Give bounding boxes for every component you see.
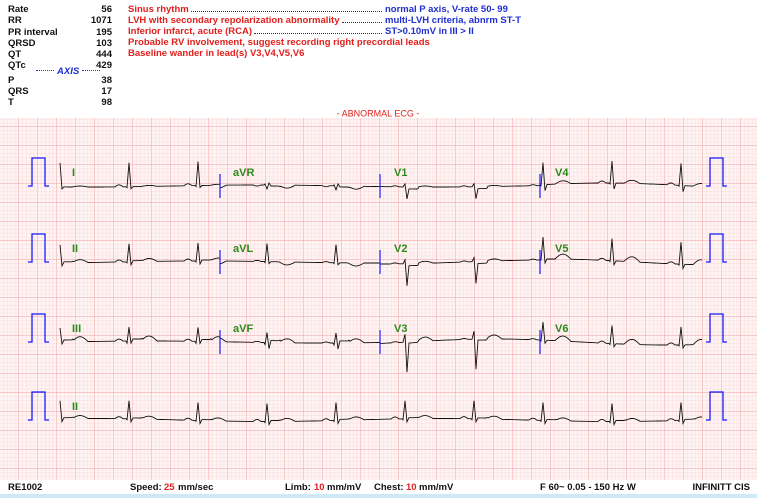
lead-label: aVF (233, 323, 253, 335)
axis-value: 98 (101, 97, 112, 108)
banner: - ABNORMAL ECG - (337, 108, 420, 118)
lead-label: II (72, 243, 78, 255)
ecg-trace (59, 242, 221, 268)
ecg-trace (539, 322, 702, 350)
footer-text: 10 (314, 482, 325, 493)
lead-label: V6 (555, 323, 568, 335)
measure-value: 195 (96, 27, 112, 38)
dots (36, 70, 54, 71)
calibration-pulse (706, 391, 727, 421)
calibration-pulse (706, 157, 727, 187)
measure-value: 1071 (90, 15, 112, 26)
measure-label: QTc (8, 60, 26, 71)
measure-label: Rate (8, 4, 29, 15)
ecg-trace (380, 182, 540, 199)
leader-dots (190, 10, 382, 12)
footer-text: Chest: (374, 482, 404, 493)
dots (82, 70, 101, 71)
leader-dots (341, 21, 382, 23)
footer-text: 10 (406, 482, 417, 493)
interpretation: Inferior infarct, acute (RCA) ST>0.10mV i… (128, 26, 474, 37)
ecg-trace (219, 181, 380, 192)
ecg-trace (219, 332, 380, 350)
ecg-trace (219, 243, 380, 267)
measure-label: PR interval (8, 27, 58, 38)
detail: ST>0.10mV in III > II (385, 26, 474, 37)
calibration-pulse (706, 233, 727, 263)
measure-value: 444 (96, 49, 112, 60)
interpretation: LVH with secondary repolarization abnorm… (128, 15, 521, 26)
statement: Inferior infarct, acute (RCA) (128, 26, 253, 37)
axis-label: QRS (8, 86, 29, 97)
axis-value: 17 (101, 86, 112, 97)
footer-text: mm/mV (327, 482, 362, 493)
lead-label: V3 (394, 323, 407, 335)
ecg-trace (59, 400, 703, 427)
lead-label: I (72, 167, 75, 179)
axis-label: P (8, 75, 15, 86)
ecg-trace (380, 255, 540, 286)
axis-title: AXIS (36, 66, 101, 77)
axis-label: T (8, 97, 14, 108)
footer-text: RE1002 (8, 482, 43, 493)
ecg-trace (59, 327, 221, 346)
ecg-trace (539, 160, 703, 192)
detail: multi-LVH criteria, abnrm ST-T (385, 15, 522, 26)
lead-label: V2 (394, 243, 407, 255)
lead-label: II (72, 401, 78, 413)
statement: Baseline wander in lead(s) V3,V4,V5,V6 (128, 48, 305, 59)
calibration-pulse (28, 313, 49, 343)
footer-text: mm/mV (419, 482, 454, 493)
lead-label: aVR (233, 167, 254, 179)
statement: Sinus rhythm (128, 4, 189, 15)
footer-text: F 60~ 0.05 - 150 Hz W (540, 482, 636, 493)
measure-value: 56 (101, 4, 112, 15)
measure-value: 429 (96, 60, 112, 71)
statement: LVH with secondary repolarization abnorm… (128, 15, 340, 26)
lead-label: V4 (555, 167, 569, 179)
footer-text: 25 (164, 482, 175, 493)
ecg-trace (379, 331, 541, 373)
calibration-pulse (28, 233, 49, 263)
lead-label: V1 (394, 167, 407, 179)
detail: normal P axis, V-rate 50- 99 (385, 4, 508, 15)
measure-label: QT (8, 49, 22, 60)
grid (0, 118, 757, 480)
measure-label: RR (8, 15, 22, 26)
statement: Probable RV involvement, suggest recordi… (128, 37, 430, 48)
measure-label: QRSD (8, 38, 36, 49)
interpretation: Baseline wander in lead(s) V3,V4,V5,V6 (128, 48, 526, 59)
lead-label: V5 (555, 243, 568, 255)
leader-dots (254, 32, 382, 34)
footer-text: Speed: (130, 482, 162, 493)
measure-value: 103 (96, 38, 112, 49)
lead-label: aVL (233, 243, 253, 255)
axis-value: 38 (101, 75, 112, 86)
calibration-pulse (28, 157, 49, 187)
ecg-trace (59, 161, 220, 190)
calibration-pulse (28, 391, 49, 421)
axis-title-text: AXIS (57, 66, 80, 77)
lead-label: III (72, 323, 81, 335)
footer-text: Limb: (285, 482, 311, 493)
calibration-pulse (706, 313, 727, 343)
ecg-trace (539, 236, 703, 270)
bottom-bar (0, 494, 757, 498)
interpretation: Sinus rhythm normal P axis, V-rate 50- 99 (128, 4, 508, 15)
interpretation: Probable RV involvement, suggest recordi… (128, 37, 526, 48)
footer-text: mm/sec (178, 482, 214, 493)
footer-text: INFINITT CIS (692, 482, 750, 493)
